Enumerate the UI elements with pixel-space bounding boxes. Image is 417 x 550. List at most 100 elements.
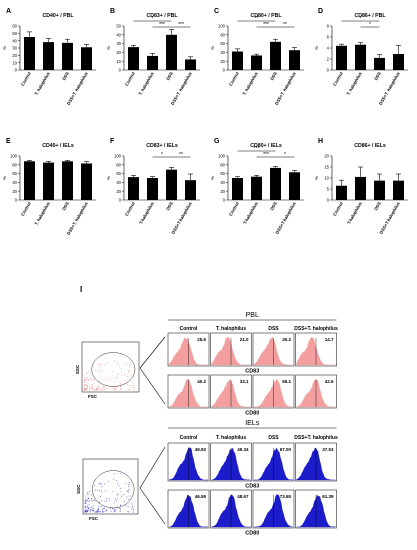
event-dot [105,497,107,499]
event-dot [117,377,118,378]
event-dot [103,500,105,502]
event-dot [88,389,90,391]
event-dot [96,509,98,511]
event-dot [84,377,86,379]
bar [251,55,262,70]
panel-label-i: I [80,285,82,294]
event-dot [124,374,125,375]
gate-percentage: 30.2 [282,337,291,342]
y-axis-label: % [2,46,7,50]
y-tick-label: 50 [116,24,121,29]
event-dot [129,495,131,497]
chart-title: CD80+ / IELs [250,143,282,149]
marker-label: CD80 [245,531,259,537]
column-header: DSS+T. halophilus [294,326,338,332]
y-tick-label: 100 [114,154,122,159]
gate-percentage: 37.53 [322,447,334,452]
event-dot [96,389,98,390]
event-dot [85,378,87,380]
event-dot [100,365,102,366]
significance-label: *** [254,146,260,152]
event-dot [86,372,88,374]
event-dot [94,511,96,513]
event-dot [107,361,109,363]
chart-panel-e: E CD40+ / IELs% 0 20 40 60 80 100 Control T. halo… [2,138,96,236]
event-dot [97,508,99,510]
event-dot [98,389,100,391]
event-dot [125,483,127,485]
x-tick-label: DSS+T. halophilus [170,70,193,105]
bar [289,172,300,200]
column-header: DSS+T. halophilus [294,435,338,441]
x-tick-label: T. halophilus [34,200,52,226]
bar [24,161,35,200]
event-dot [128,389,130,391]
event-dot [99,511,100,513]
y-tick-label: 0 [119,198,122,203]
event-dot [111,371,113,373]
event-dot [100,506,102,508]
chart-title: CD83+ / PBL [147,13,179,19]
event-dot [118,485,120,487]
event-dot [89,511,91,513]
event-dot [115,498,117,500]
gate-percentage: 33.1 [240,379,249,384]
event-dot [127,490,129,491]
x-tick-label: DSS+T. halophilus [66,70,89,105]
event-dot [100,484,102,486]
event-dot [88,504,90,506]
event-dot [91,387,93,389]
event-dot [84,384,86,386]
event-dot [85,379,87,381]
event-dot [119,473,121,475]
bar [147,178,158,200]
event-dot [105,388,107,390]
x-tick-label: DSS+T.halophilus [378,200,401,234]
event-dot [123,500,125,502]
y-tick-label: 8 [327,24,330,29]
event-dot [133,509,135,510]
panel-label: A [6,8,11,15]
significance-label: * [369,22,371,28]
event-dot [108,378,110,380]
event-dot [96,387,98,389]
event-dot [89,385,91,387]
event-dot [104,370,106,372]
x-tick-label: Control [124,201,136,217]
event-dot [86,500,87,502]
event-dot [117,373,119,375]
y-tick-label: 20 [12,53,17,58]
event-dot [116,497,118,499]
event-dot [128,484,130,486]
gate-percentage: 14.7 [325,337,334,342]
y-tick-label: 60 [220,41,225,46]
event-dot [95,389,97,391]
event-dot [111,508,113,510]
event-dot [94,484,95,486]
event-dot [99,389,101,391]
event-dot [88,507,90,509]
event-dot [126,496,128,498]
event-dot [114,389,116,391]
event-dot [83,379,85,381]
chart-panel-d: D CD86+ / PBL% 0 2 4 6 8 Control T. halophilus DS… [314,8,408,106]
event-dot [91,506,93,508]
event-dot [96,389,98,391]
y-tick-label: 4 [327,46,330,51]
y-tick-label: 20 [116,189,121,194]
gate-connector [139,446,166,489]
gate-connector [139,487,166,525]
event-dot [85,501,87,503]
bar [355,44,366,70]
y-tick-label: 60 [116,171,121,176]
flow-cytometry-panel: I PBL Control T. halophilus DSS DSS+T. halop… [75,285,338,537]
event-dot [90,377,92,379]
event-dot [116,361,118,363]
event-dot [115,387,117,389]
event-dot [119,386,121,388]
event-dot [87,508,89,510]
significance-label: ** [255,16,259,22]
x-tick-label: Control [228,201,240,217]
column-header: DSS [268,435,279,441]
event-dot [132,506,134,508]
